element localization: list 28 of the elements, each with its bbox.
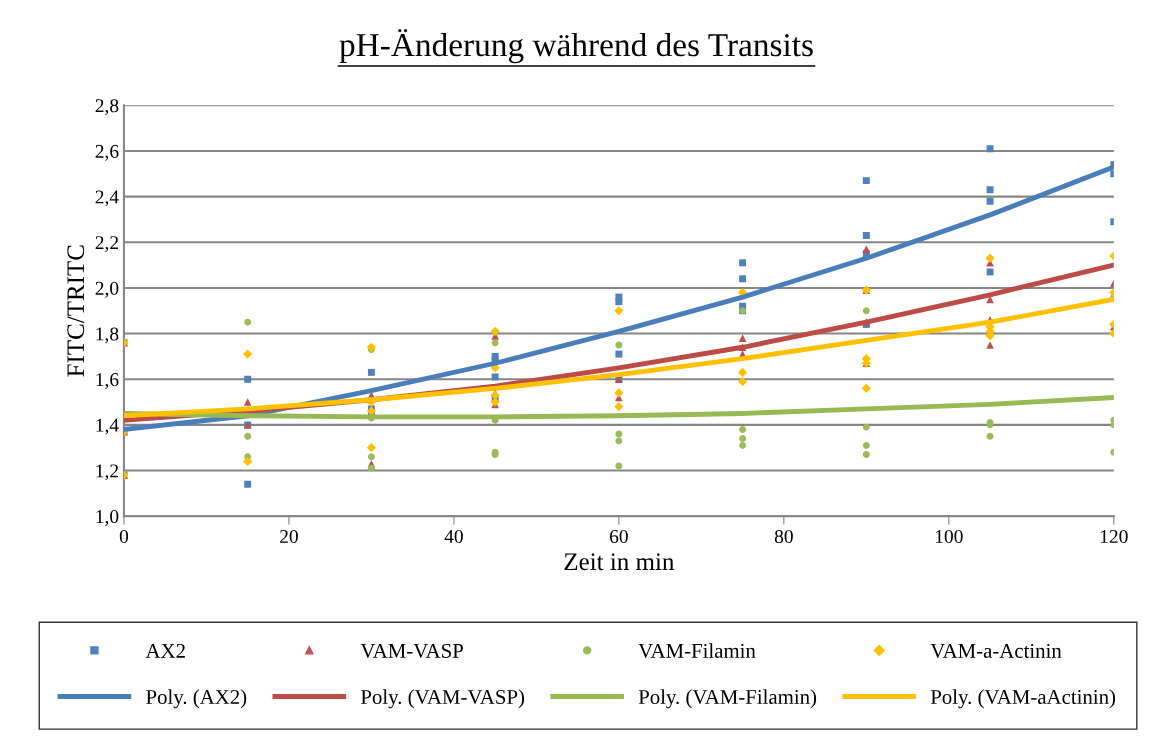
y-tick-label: 2,4 xyxy=(95,190,119,207)
legend-label: VAM-VASP xyxy=(360,643,463,658)
y-tick-label: 2,0 xyxy=(95,281,119,298)
x-tick-label: 60 xyxy=(609,529,628,544)
x-tick-label: 0 xyxy=(119,529,129,544)
y-tick-label: 1,6 xyxy=(96,373,119,389)
x-tick-label: 20 xyxy=(280,529,298,544)
legend-label: Poly. (VAM-Filamin) xyxy=(638,689,817,709)
x-axis-title: Zeit in min xyxy=(564,553,675,571)
legend-label: VAM-a-Actinin xyxy=(930,643,1062,658)
x-tick-label: 120 xyxy=(1100,529,1128,544)
y-tick-label: 1,2 xyxy=(96,464,119,481)
x-tick-label: 40 xyxy=(444,529,463,544)
chart-title: pH-Änderung während des Transits xyxy=(339,28,813,64)
legend-label: Poly. (VAM-aActinin) xyxy=(930,689,1116,709)
x-tick-label: 100 xyxy=(935,529,963,544)
y-tick-label: 2,2 xyxy=(95,236,119,253)
legend-label: Poly. (VAM-VASP) xyxy=(360,689,525,709)
legend-label: Poly. (AX2) xyxy=(146,689,247,709)
y-axis-title: FITC/TRITC xyxy=(67,245,85,377)
legend-label: AX2 xyxy=(145,643,185,658)
y-tick-label: 1,0 xyxy=(96,509,119,526)
y-tick-label: 2,6 xyxy=(95,144,119,161)
x-tick-label: 80 xyxy=(774,529,793,544)
legend-label: VAM-Filamin xyxy=(638,643,756,658)
y-tick-label: 2,8 xyxy=(95,99,119,116)
y-tick-label: 1,8 xyxy=(96,327,119,344)
y-tick-label: 1,4 xyxy=(96,418,119,435)
